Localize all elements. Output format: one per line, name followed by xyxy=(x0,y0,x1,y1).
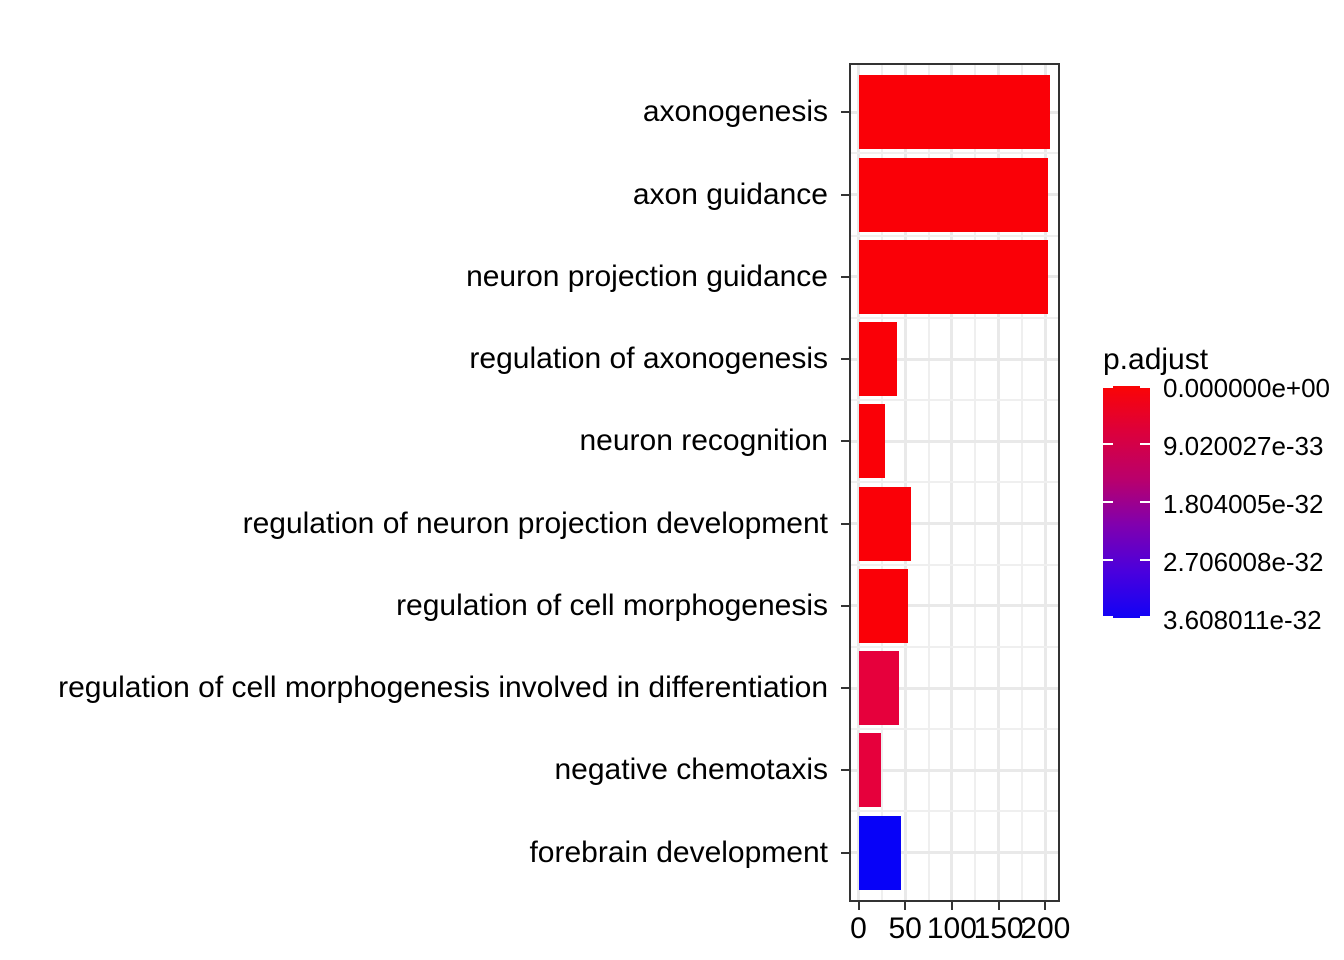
bar-9 xyxy=(858,733,881,808)
y-axis-label: neuron projection guidance xyxy=(466,259,828,293)
colorbar-tick xyxy=(1140,559,1150,561)
y-tick-mark xyxy=(841,358,849,361)
bar-7 xyxy=(858,568,908,643)
gridline-minor xyxy=(849,645,1060,648)
colorbar-tick xyxy=(1103,616,1113,618)
y-axis-label: regulation of cell morphogenesis involve… xyxy=(58,671,828,705)
legend-tick-label: 1.804005e-32 xyxy=(1163,489,1324,519)
colorbar-tick xyxy=(1103,443,1113,445)
x-axis-ticks xyxy=(0,902,1344,910)
y-tick-mark xyxy=(841,604,849,607)
y-axis-label: regulation of neuron projection developm… xyxy=(242,506,828,540)
gridline-minor xyxy=(849,481,1060,484)
y-tick-mark xyxy=(841,440,849,443)
y-axis-label: negative chemotaxis xyxy=(554,753,829,787)
x-axis-labels: 0 50 100 150 200 xyxy=(0,912,1344,952)
legend-tick-label: 2.706008e-32 xyxy=(1163,547,1324,577)
colorbar-tick xyxy=(1140,443,1150,445)
y-tick-mark xyxy=(841,769,849,772)
p-adjust-legend: p.adjust 0.000000e+00 9.020027e-33 1.80400… xyxy=(1103,345,1344,645)
x-axis-label: 50 xyxy=(888,912,922,945)
colorbar-tick xyxy=(1103,501,1113,503)
gridline-major xyxy=(849,768,1060,772)
colorbar-tick xyxy=(1140,616,1150,618)
y-tick-mark xyxy=(841,111,849,114)
y-tick-mark xyxy=(841,851,849,854)
gridline-minor xyxy=(849,152,1060,155)
bar-10 xyxy=(858,815,902,890)
x-tick-mark xyxy=(904,902,907,910)
y-tick-mark xyxy=(841,522,849,525)
y-axis-label: forebrain development xyxy=(529,835,828,869)
x-axis-label: 100 xyxy=(926,912,977,945)
gridline-minor xyxy=(849,316,1060,319)
gridline-minor xyxy=(849,234,1060,237)
colorbar-tick xyxy=(1140,386,1150,388)
bar-4 xyxy=(858,322,897,397)
x-tick-mark xyxy=(1044,902,1047,910)
gridline-major xyxy=(849,522,1060,526)
bar-5 xyxy=(858,404,885,479)
legend-tick-label: 3.608011e-32 xyxy=(1163,605,1322,635)
gridline-major xyxy=(849,357,1060,361)
x-tick-mark xyxy=(950,902,953,910)
gridline-major xyxy=(849,604,1060,608)
bar-2 xyxy=(858,157,1049,232)
bar-3 xyxy=(858,239,1049,314)
y-axis-label: regulation of cell morphogenesis xyxy=(396,588,828,622)
colorbar-tick xyxy=(1103,559,1113,561)
x-axis-label: 200 xyxy=(1020,912,1071,945)
x-tick-mark xyxy=(997,902,1000,910)
colorbar-tick xyxy=(1140,501,1150,503)
bar-6 xyxy=(858,486,911,561)
x-axis-label: 0 xyxy=(850,912,867,945)
y-tick-mark xyxy=(841,687,849,690)
gridline-major xyxy=(849,686,1060,690)
y-axis-label: axon guidance xyxy=(632,177,828,211)
gridline-minor xyxy=(849,399,1060,402)
legend-tick-label: 0.000000e+00 xyxy=(1163,373,1331,403)
gridline-major xyxy=(849,851,1060,855)
x-axis-label: 150 xyxy=(973,912,1024,945)
bar-1 xyxy=(858,75,1050,150)
legend-title: p.adjust xyxy=(1103,343,1209,376)
colorbar-tick xyxy=(1103,386,1113,388)
legend-colorbar xyxy=(1103,386,1150,618)
gridline-major xyxy=(849,439,1060,443)
legend-tick-label: 9.020027e-33 xyxy=(1163,431,1324,461)
y-axis-ticks xyxy=(841,0,849,960)
y-axis-label: axonogenesis xyxy=(642,95,828,129)
y-tick-mark xyxy=(841,275,849,278)
bar-8 xyxy=(858,651,899,726)
x-tick-mark xyxy=(857,902,860,910)
plot-panel xyxy=(849,63,1060,902)
gridline-minor xyxy=(849,810,1060,813)
gridline-minor xyxy=(849,563,1060,566)
y-axis-labels: axonogenesis axon guidance neuron projecti… xyxy=(58,95,829,869)
y-axis-label: regulation of axonogenesis xyxy=(469,342,828,376)
gridline-minor xyxy=(849,728,1060,731)
y-tick-mark xyxy=(841,193,849,196)
y-axis-label: neuron recognition xyxy=(579,424,828,458)
